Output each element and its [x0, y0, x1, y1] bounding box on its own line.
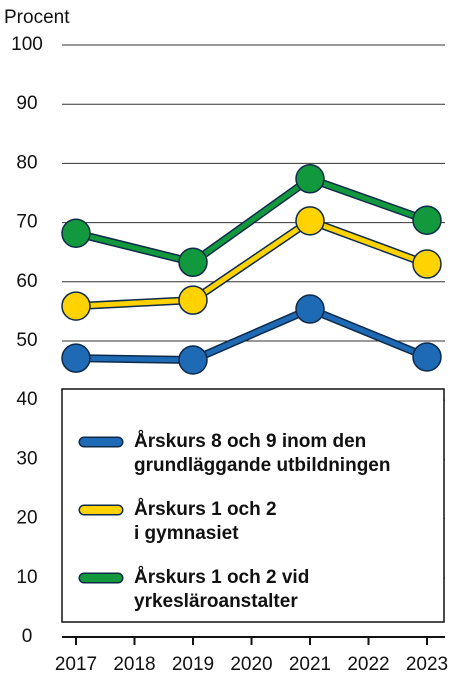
- y-tick-label: 100: [11, 34, 43, 55]
- marker: [295, 206, 325, 236]
- marker: [61, 291, 91, 321]
- legend-label: Årskurs 8 och 9 inom den grundläggande ut…: [134, 431, 390, 476]
- marker: [295, 164, 325, 194]
- marker: [178, 345, 208, 375]
- y-tick-label: 50: [16, 330, 37, 351]
- series-line: [75, 306, 428, 363]
- marker: [412, 205, 442, 235]
- series-line: [75, 176, 428, 265]
- series-line: [75, 218, 428, 309]
- marker: [412, 342, 442, 372]
- x-tick-label: 2023: [406, 654, 448, 675]
- marker: [295, 294, 325, 324]
- y-tick-label: 80: [16, 152, 37, 173]
- y-axis-label: Procent: [4, 7, 70, 28]
- marker: [178, 247, 208, 278]
- x-tick-label: 2020: [230, 654, 272, 675]
- marker: [412, 249, 442, 279]
- legend-label: Årskurs 1 och 2 vid yrkesläroanstalter: [134, 567, 309, 612]
- marker: [61, 218, 91, 249]
- y-tick-label: 20: [16, 508, 37, 529]
- marker: [61, 343, 91, 373]
- x-tick-label: 2017: [55, 654, 97, 675]
- y-tick-label: 10: [16, 567, 37, 588]
- y-tick-label: 60: [16, 271, 37, 292]
- x-tick-label: 2018: [113, 654, 155, 675]
- y-tick-label: 90: [16, 93, 37, 114]
- x-tick-label: 2022: [347, 654, 389, 675]
- y-tick-label: 0: [22, 626, 33, 647]
- legend-box: [61, 388, 445, 623]
- y-tick-label: 40: [16, 389, 37, 410]
- marker: [178, 285, 208, 315]
- y-tick-label: 30: [16, 448, 37, 469]
- x-tick-label: 2021: [289, 654, 331, 675]
- x-tick-label: 2019: [172, 654, 214, 675]
- y-tick-label: 70: [16, 212, 37, 233]
